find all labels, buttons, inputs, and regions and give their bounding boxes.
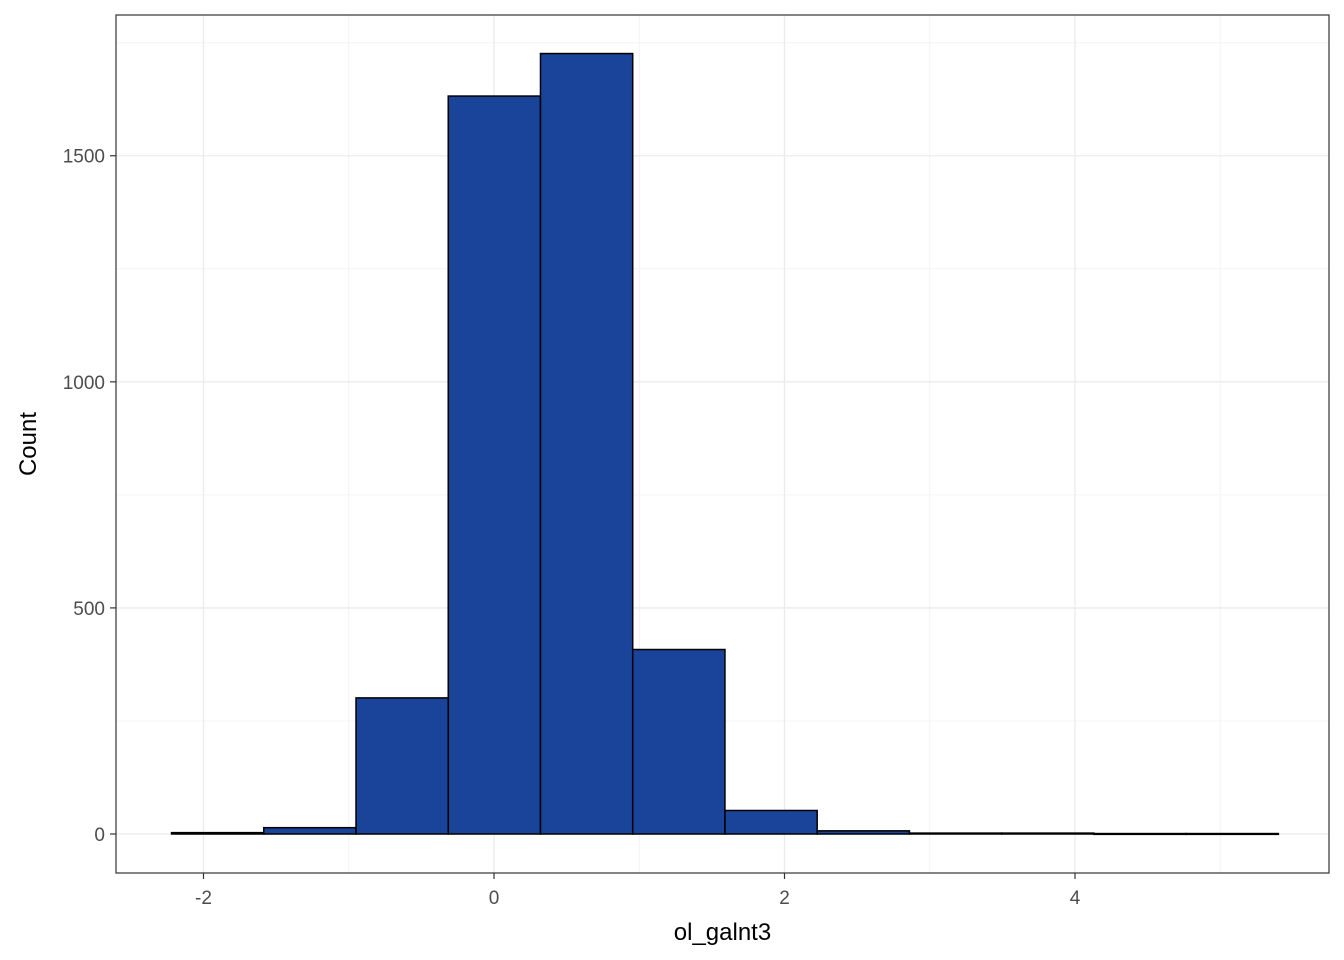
x-axis-title: ol_galnt3 [674,919,771,946]
y-tick-label: 1500 [63,147,105,168]
histogram-bar [170,831,265,835]
histogram-bar [1185,832,1280,836]
histogram-bar [724,809,818,835]
x-axis: -2 0 2 4 [195,873,1081,909]
histogram-bar [355,697,449,835]
y-axis-title: Count [15,412,42,476]
y-tick-label: 0 [94,825,105,846]
histogram-bars [170,52,1280,836]
x-tick-label: 2 [779,888,790,909]
histogram-bar [631,648,726,835]
x-tick-label: -2 [195,888,212,909]
y-axis: 0 500 1000 1500 [63,147,116,846]
minor-gridlines [116,15,1329,873]
panel-border [115,14,1330,874]
histogram-bar [816,830,911,835]
y-tick-label: 500 [73,599,105,620]
x-tick-label: 4 [1070,888,1081,909]
histogram-bar [908,832,1003,835]
x-tick-label: 0 [489,888,500,909]
histogram-bar [447,95,542,835]
y-tick-label: 1000 [63,373,105,394]
histogram-bar [1000,832,1095,835]
histogram-bar [263,826,357,835]
histogram-bar [539,52,634,835]
histogram-bar [1093,832,1187,836]
